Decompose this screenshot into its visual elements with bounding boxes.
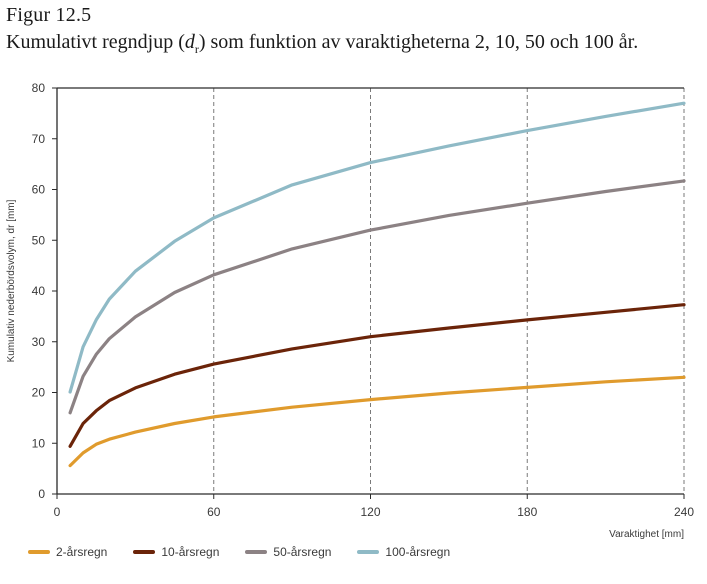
y-tick-label: 60 [32,183,46,197]
chart-legend: 2-årsregn 10-årsregn 50-årsregn 100-årsregn [28,542,476,562]
y-tick-label: 20 [32,386,46,400]
y-tick-label: 50 [32,233,46,247]
y-tick-label: 70 [32,132,46,146]
title-subscript: r [194,42,199,56]
x-tick-label: 0 [54,505,61,519]
series-line [68,303,686,448]
y-tick-label: 0 [38,487,45,501]
legend-label: 10-årsregn [161,545,220,559]
chart-title: Kumulativt regndjup (dr) som funktion av… [6,31,638,57]
y-tick-label: 10 [32,436,46,450]
legend-label: 50-årsregn [273,545,332,559]
x-tick-label: 60 [207,505,221,519]
legend-item: 10-årsregn [133,545,219,559]
legend-swatch [28,550,50,554]
legend-swatch [245,550,268,554]
legend-item: 2-årsregn [28,545,107,559]
x-tick-label: 120 [360,505,380,519]
series-line [68,179,686,415]
legend-item: 100-årsregn [357,545,450,559]
y-tick-label: 80 [32,81,46,95]
y-tick-label: 30 [32,335,46,349]
series-line [68,375,686,468]
figure-label: Figur 12.5 [6,4,92,26]
title-text-start: Kumulativt regndjup ( [6,31,185,53]
y-tick-label: 40 [32,284,46,298]
x-tick-label: 180 [517,505,537,519]
y-axis-title: Kumulativ nederbördsvolym, dr [mm] [6,199,17,362]
legend-item: 50-årsregn [245,545,331,559]
x-tick-label: 240 [674,505,694,519]
x-axis-title: Varaktighet [mm] [609,529,684,540]
series-line [68,101,686,394]
legend-swatch [357,550,380,554]
legend-label: 100-årsregn [385,545,451,559]
title-symbol: d [184,31,195,53]
title-text-end: ) som funktion av varaktigheterna 2, 10,… [198,31,639,53]
legend-label: 2-årsregn [56,545,108,559]
legend-swatch [133,550,156,554]
